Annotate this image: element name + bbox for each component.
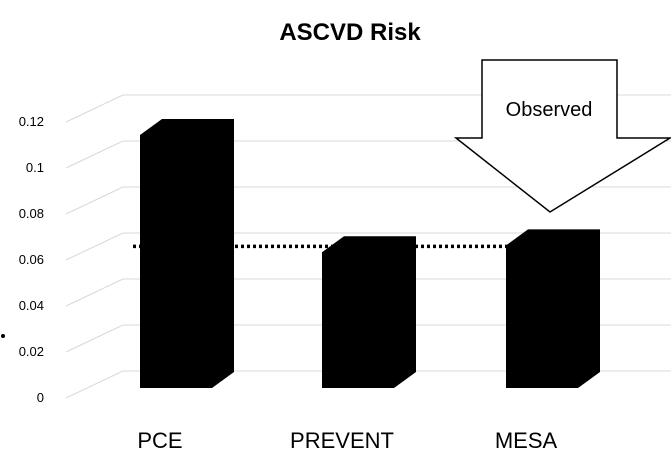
y-tick-label: 0.02 xyxy=(19,344,44,359)
observed-label: Observed xyxy=(506,99,593,121)
y-tick-label: 0.12 xyxy=(19,114,44,129)
gridline-slant xyxy=(65,94,124,123)
x-tick-label: PREVENT xyxy=(290,428,394,452)
gridline-slant xyxy=(65,324,124,353)
y-tick-label: 0.06 xyxy=(19,252,44,267)
gridline-slant xyxy=(65,186,124,215)
y-axis-ticks: 0 0.02 0.04 0.06 0.08 0.1 0.12 xyxy=(19,114,44,405)
stray-dot xyxy=(1,334,5,338)
gridline-slant xyxy=(65,278,124,307)
chart-title: ASCVD Risk xyxy=(279,19,421,46)
observed-annotation: Observed xyxy=(453,59,671,213)
bar-prevent xyxy=(322,236,416,388)
bars xyxy=(140,119,600,388)
x-tick-label: PCE xyxy=(137,428,182,452)
gridline-slant xyxy=(65,370,124,399)
y-tick-label: 0.1 xyxy=(26,160,44,175)
y-tick-label: 0.04 xyxy=(19,298,44,313)
bar-pce xyxy=(140,119,234,388)
observed-arrow xyxy=(453,59,671,213)
bar-mesa xyxy=(506,229,600,388)
y-tick-label: 0 xyxy=(37,390,44,405)
gridline-slant xyxy=(65,232,124,261)
gridline-slant xyxy=(65,140,124,169)
x-axis-ticks: PCE PREVENT MESA xyxy=(137,428,557,452)
x-tick-label: MESA xyxy=(495,428,558,452)
y-tick-label: 0.08 xyxy=(19,206,44,221)
